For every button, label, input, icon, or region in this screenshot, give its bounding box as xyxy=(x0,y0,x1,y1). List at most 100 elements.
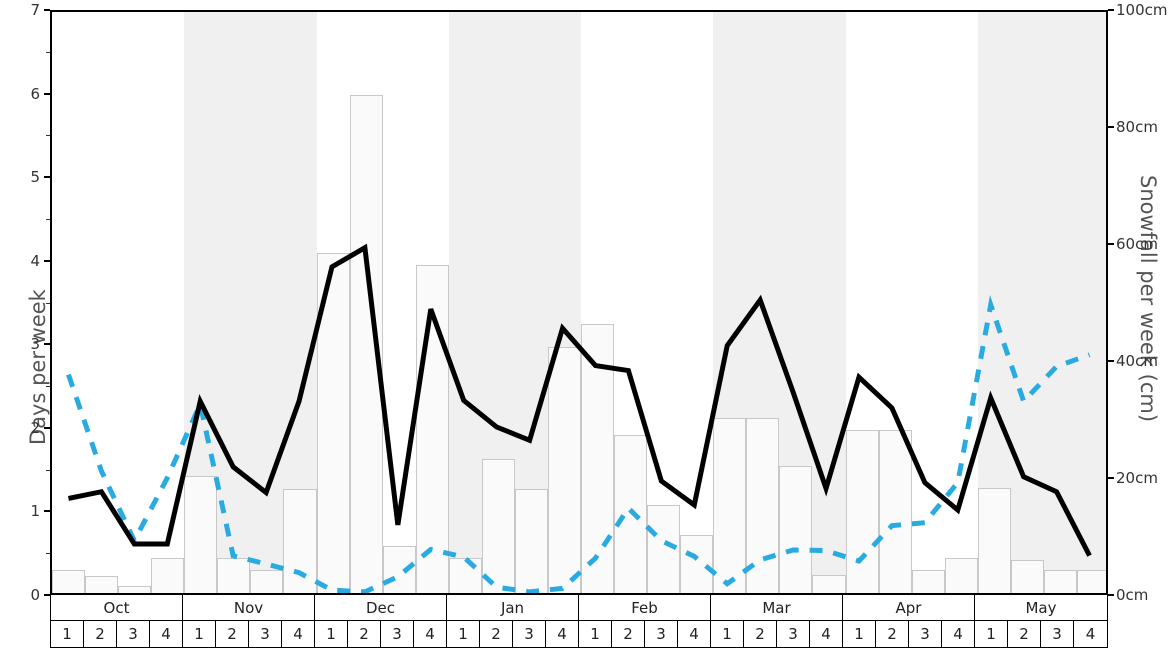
bar xyxy=(779,465,813,593)
x-axis-week-cell: 1 xyxy=(711,621,744,647)
bar xyxy=(481,459,515,593)
x-axis-month-cell: Apr xyxy=(843,595,975,620)
x-axis-week-cell: 1 xyxy=(579,621,612,647)
y-minor-tick-left xyxy=(46,135,50,137)
x-axis-week-cell: 4 xyxy=(678,621,711,647)
x-axis-week-cell: 3 xyxy=(645,621,678,647)
y-minor-tick-left xyxy=(46,469,50,471)
x-axis-week-cell: 2 xyxy=(1008,621,1041,647)
y-minor-tick-left xyxy=(46,386,50,388)
y-minor-tick-left xyxy=(46,302,50,304)
y-tick-left xyxy=(44,510,50,513)
y-tick-label-left: 4 xyxy=(30,251,40,270)
y-tick-left xyxy=(44,343,50,346)
x-axis-week-cell: 1 xyxy=(51,621,84,647)
y-tick-label-left: 5 xyxy=(30,168,40,187)
x-axis-month-cell: Oct xyxy=(51,595,183,620)
bar xyxy=(514,488,548,593)
bar xyxy=(680,534,714,593)
x-axis-month-cell: Dec xyxy=(315,595,447,620)
y-tick-left xyxy=(44,92,50,95)
bar xyxy=(1076,569,1106,593)
x-axis-month-row: Oct Nov Dec Jan Feb Mar Apr May xyxy=(50,595,1108,621)
x-axis-month-cell: Feb xyxy=(579,595,711,620)
x-axis-week-cell: 1 xyxy=(183,621,216,647)
bar xyxy=(250,570,284,593)
x-axis-week-cell: 2 xyxy=(612,621,645,647)
y-tick-right xyxy=(1108,243,1114,245)
x-axis-week-cell: 3 xyxy=(909,621,942,647)
x-axis-week-cell: 2 xyxy=(480,621,513,647)
x-axis-week-cell: 2 xyxy=(876,621,909,647)
x-axis-week-cell: 2 xyxy=(744,621,777,647)
snow-days-solid-line xyxy=(67,243,1092,557)
y-minor-tick-left xyxy=(46,553,50,555)
x-axis-week-cell: 2 xyxy=(216,621,249,647)
y-tick-left xyxy=(44,9,50,11)
y-tick-right xyxy=(1108,594,1114,596)
x-axis-month-cell: Nov xyxy=(183,595,315,620)
x-axis-week-cell: 4 xyxy=(546,621,579,647)
y-minor-tick-left xyxy=(46,51,50,53)
snowfall-dashed-line xyxy=(66,295,1091,593)
bar xyxy=(151,557,185,593)
bar xyxy=(878,430,912,593)
y-tick-label-right: 60cm xyxy=(1116,235,1158,253)
y-axis-right-title: Snowfall per week (cm) xyxy=(1136,175,1160,423)
bar xyxy=(547,347,581,593)
x-axis-week-cell: 3 xyxy=(117,621,150,647)
x-axis-week-cell: 4 xyxy=(942,621,975,647)
bar xyxy=(1010,559,1044,593)
y-minor-tick-left xyxy=(46,218,50,220)
y-tick-right xyxy=(1108,126,1114,128)
y-tick-left xyxy=(44,594,50,596)
y-tick-label-right: 40cm xyxy=(1116,352,1158,370)
y-tick-label-left: 3 xyxy=(30,335,40,354)
x-axis-week-cell: 3 xyxy=(249,621,282,647)
x-axis-week-cell: 1 xyxy=(975,621,1008,647)
bar xyxy=(812,575,846,593)
line-series-layer xyxy=(66,243,1092,593)
x-axis-month-cell: Jan xyxy=(447,595,579,620)
x-axis-week-cell: 4 xyxy=(414,621,447,647)
y-tick-label-left: 6 xyxy=(30,84,40,103)
x-axis-week-cell: 1 xyxy=(315,621,348,647)
x-axis-month-cell: Mar xyxy=(711,595,843,620)
x-axis-week-cell: 3 xyxy=(777,621,810,647)
x-axis-week-cell: 4 xyxy=(810,621,843,647)
x-axis-week-cell: 1 xyxy=(843,621,876,647)
bar xyxy=(614,435,648,593)
y-tick-right xyxy=(1108,477,1114,479)
y-tick-label-left: 0 xyxy=(30,586,40,604)
x-axis-week-cell: 4 xyxy=(150,621,183,647)
y-tick-right xyxy=(1108,360,1114,362)
y-tick-left xyxy=(44,259,50,262)
y-tick-left xyxy=(44,176,50,179)
bar xyxy=(52,570,86,593)
x-axis-week-cell: 3 xyxy=(1041,621,1074,647)
y-tick-label-left: 2 xyxy=(30,418,40,437)
bar xyxy=(448,557,482,593)
bar xyxy=(977,487,1011,593)
y-tick-label-left: 7 xyxy=(30,1,40,19)
bar xyxy=(911,569,945,593)
x-axis-month-cell: May xyxy=(1025,598,1057,617)
x-axis-week-cell: 3 xyxy=(381,621,414,647)
x-axis-week-cell: 4 xyxy=(1085,625,1096,643)
y-tick-left xyxy=(44,426,50,429)
x-axis-week-cell: 4 xyxy=(282,621,315,647)
y-tick-label-left: 1 xyxy=(30,502,40,521)
x-axis-week-cell: 2 xyxy=(84,621,117,647)
bar xyxy=(85,576,119,593)
y-tick-label-right: 80cm xyxy=(1116,118,1158,136)
bar xyxy=(118,586,152,593)
plot-area xyxy=(50,10,1108,595)
bar xyxy=(184,476,218,593)
bar xyxy=(944,557,978,593)
y-tick-label-right: 100cm xyxy=(1116,1,1168,19)
x-axis-week-cell: 1 xyxy=(447,621,480,647)
y-tick-label-right: 0cm xyxy=(1116,586,1149,604)
